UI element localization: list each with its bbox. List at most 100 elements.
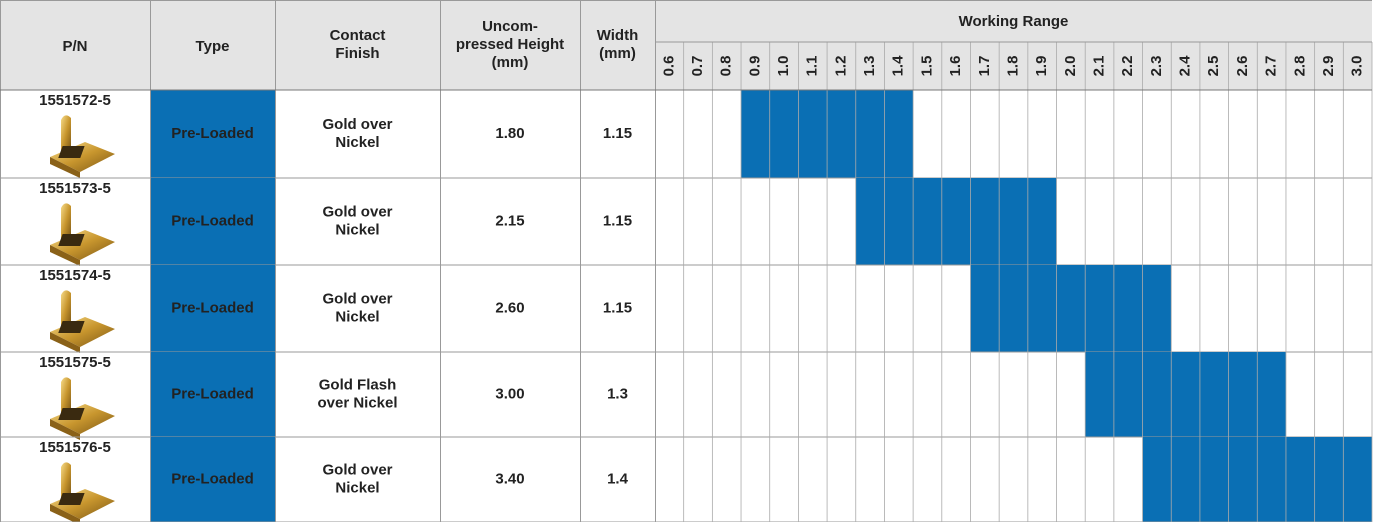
type-cell	[150, 178, 275, 265]
range-cell	[1027, 265, 1057, 352]
range-cell	[1257, 352, 1286, 437]
range-cell	[1142, 437, 1172, 522]
type: Pre-Loaded	[171, 385, 254, 402]
header-label: Type	[196, 38, 230, 55]
height: 3.00	[495, 385, 524, 402]
contact-finish: Nickel	[335, 221, 379, 238]
connector-body	[50, 404, 115, 434]
range-cell	[1343, 437, 1372, 522]
range-tick: 0.9	[746, 56, 763, 77]
range-cell	[827, 90, 856, 178]
range-cell	[970, 265, 1000, 352]
height: 2.60	[495, 299, 524, 316]
connector-pad	[58, 146, 85, 158]
connector-image	[50, 377, 115, 440]
range-cell	[884, 90, 914, 178]
range-tick: 2.6	[1234, 56, 1251, 77]
header-label: Finish	[335, 45, 379, 62]
range-cell	[1085, 352, 1114, 437]
header-label: (mm)	[492, 54, 529, 71]
range-cell	[913, 178, 942, 265]
range-tick: 0.7	[689, 56, 706, 77]
range-tick: 2.5	[1205, 56, 1222, 77]
range-cell	[798, 90, 828, 178]
part-number: 1551573-5	[39, 180, 111, 197]
connector-arm	[61, 377, 71, 414]
header-label: P/N	[62, 38, 87, 55]
range-cell	[1027, 178, 1057, 265]
range-cell	[999, 265, 1028, 352]
connector-side	[50, 419, 80, 440]
range-tick: 1.7	[976, 56, 993, 77]
range-tick: 1.2	[832, 56, 849, 77]
range-tick: 2.0	[1062, 56, 1079, 77]
type: Pre-Loaded	[171, 212, 254, 229]
contact-finish: Gold over	[322, 203, 392, 220]
range-tick: 2.7	[1263, 56, 1280, 77]
range-tick: 2.3	[1148, 56, 1165, 77]
connector-image	[50, 115, 115, 178]
contact-finish: Nickel	[335, 134, 379, 151]
type-cell	[150, 265, 275, 352]
connector-body	[50, 230, 115, 260]
width: 1.3	[607, 385, 628, 402]
header-label: Width	[597, 27, 639, 44]
range-tick: 2.4	[1177, 55, 1194, 77]
part-number: 1551572-5	[39, 92, 111, 109]
header-label: pressed Height	[456, 36, 564, 53]
range-tick: 3.0	[1349, 56, 1366, 77]
header-label: Contact	[330, 27, 386, 44]
range-cell	[1314, 437, 1344, 522]
range-tick: 1.8	[1004, 56, 1021, 77]
range-cell	[884, 178, 914, 265]
connector-side	[50, 157, 80, 178]
range-cell	[1085, 265, 1114, 352]
range-tick: 1.9	[1033, 56, 1050, 77]
connector-side	[50, 504, 80, 522]
range-cell	[1228, 437, 1258, 522]
connector-arm	[61, 115, 71, 152]
header-label: Working Range	[959, 13, 1069, 30]
range-cell	[1199, 437, 1229, 522]
connector-pad	[58, 493, 85, 505]
contact-finish: Gold Flash	[319, 376, 397, 393]
range-cell	[855, 178, 885, 265]
connector-body	[50, 142, 115, 172]
range-cell	[1257, 437, 1286, 522]
range-cell	[999, 178, 1028, 265]
range-tick: 0.6	[660, 56, 677, 77]
range-tick: 1.5	[918, 56, 935, 77]
type: Pre-Loaded	[171, 299, 254, 316]
height: 2.15	[495, 212, 524, 229]
range-tick: 1.0	[775, 56, 792, 77]
header-label: Uncom-	[482, 18, 538, 35]
height: 1.80	[495, 125, 524, 142]
connector-body	[50, 489, 115, 519]
width: 1.15	[603, 212, 632, 229]
contact-finish: Gold over	[322, 461, 392, 478]
range-tick: 2.2	[1119, 56, 1136, 77]
range-cell	[1113, 265, 1143, 352]
range-cell	[1285, 437, 1315, 522]
width: 1.15	[603, 299, 632, 316]
range-cell	[1056, 265, 1086, 352]
range-cell	[1228, 352, 1258, 437]
part-number: 1551574-5	[39, 267, 111, 284]
type-cell	[150, 437, 275, 522]
range-tick: 2.1	[1091, 56, 1108, 77]
type-cell	[150, 90, 275, 178]
type-cell	[150, 352, 275, 437]
type: Pre-Loaded	[171, 470, 254, 487]
range-cell	[855, 90, 885, 178]
contact-finish: over Nickel	[317, 394, 397, 411]
range-tick: 0.8	[718, 56, 735, 77]
connector-image	[50, 203, 115, 266]
connector-arm	[61, 203, 71, 240]
range-tick: 1.6	[947, 56, 964, 77]
contact-finish: Nickel	[335, 308, 379, 325]
range-cell	[1171, 437, 1200, 522]
type: Pre-Loaded	[171, 125, 254, 142]
range-cell	[1199, 352, 1229, 437]
